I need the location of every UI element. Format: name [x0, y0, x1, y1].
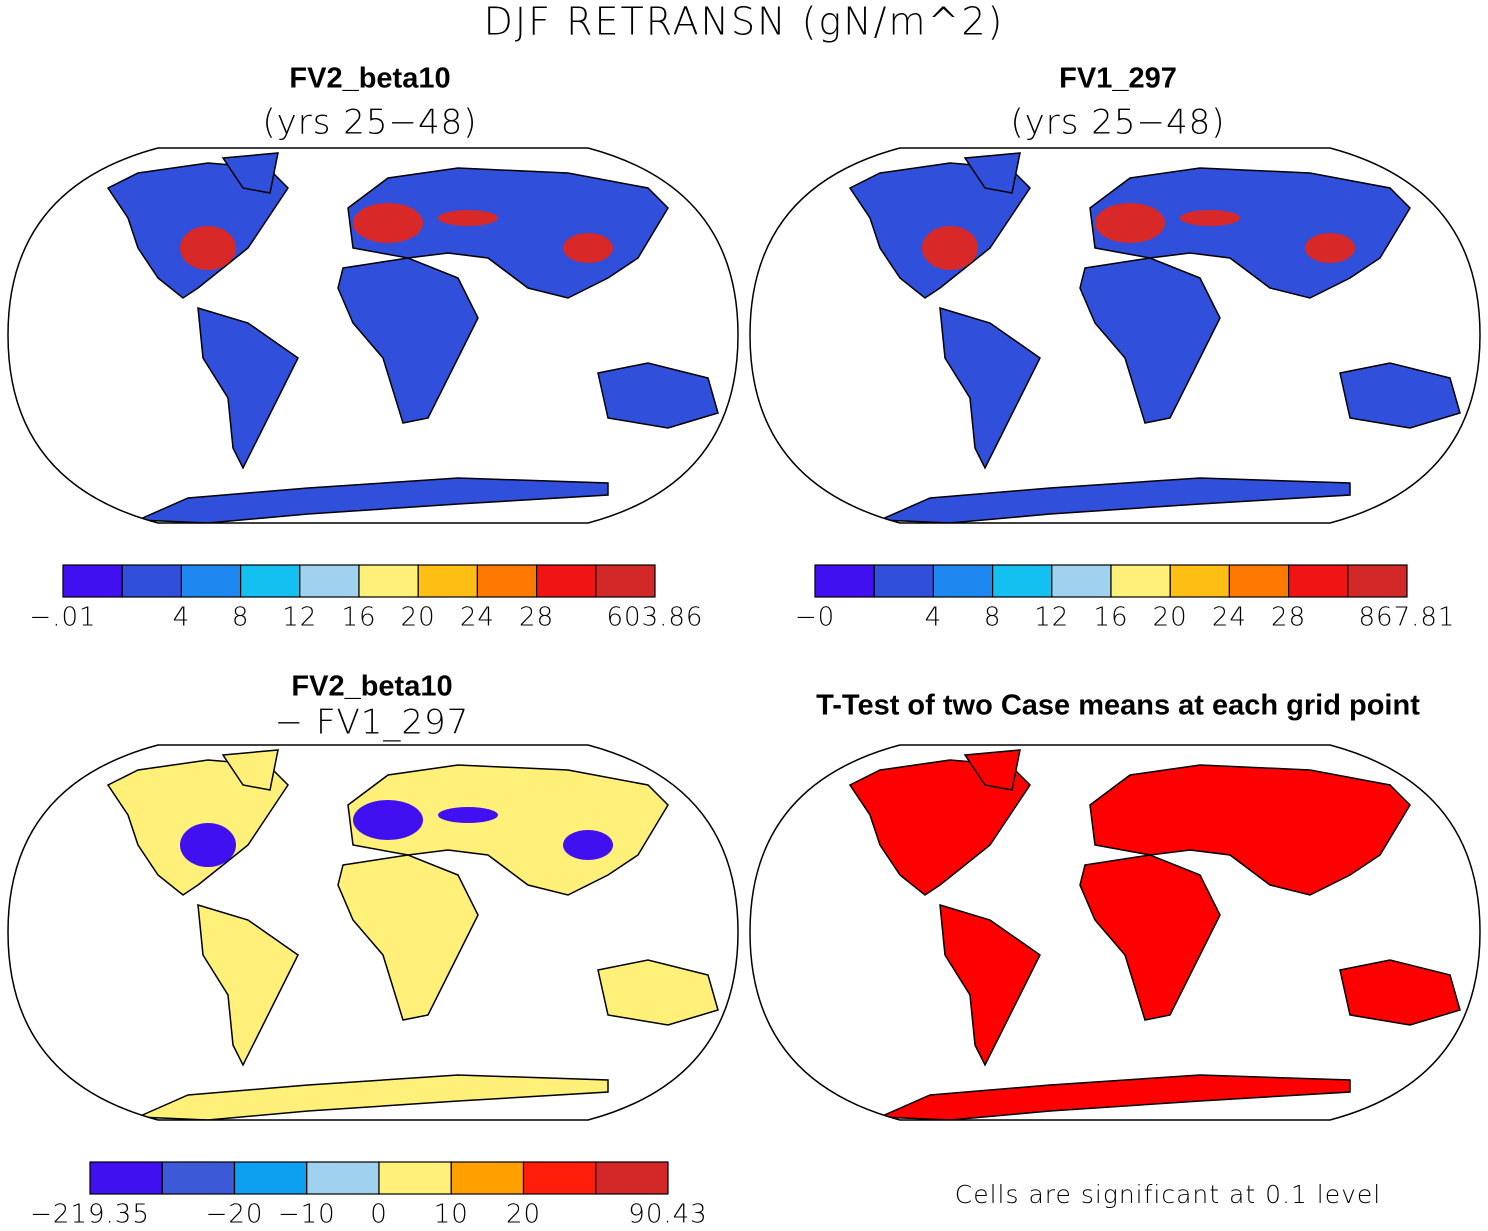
colorbar-swatch [306, 1161, 380, 1195]
map-land [107, 152, 719, 523]
colorbar-label: 4 [173, 603, 191, 633]
colorbar-label: −219.35 [30, 1200, 150, 1228]
colorbar-label: 12 [282, 603, 317, 633]
map-land [849, 749, 1461, 1120]
colorbar-label: 0 [370, 1200, 388, 1228]
colorbar-label: 4 [925, 603, 943, 633]
colorbar-label: 24 [1212, 603, 1247, 633]
colorbar-swatch [233, 1161, 308, 1195]
panel-title: FV2_beta10 [291, 671, 452, 703]
colorbar-label: −10 [278, 1200, 336, 1228]
colorbar-label: 90.43 [628, 1200, 707, 1228]
colorbar-label: 16 [341, 603, 376, 633]
panel-subtitle: − FV1_297 [275, 703, 470, 743]
colorbar-label: −.01 [29, 603, 96, 633]
colorbar-label: 867.81 [1359, 603, 1456, 633]
colorbar-swatch [535, 564, 597, 598]
panel-subtitle: (yrs 25−48) [262, 103, 477, 143]
colorbar-swatch [89, 1161, 163, 1195]
colorbar-swatch [358, 564, 419, 598]
colorbar-label: 8 [232, 603, 250, 633]
colorbar-swatch [161, 1161, 236, 1195]
colorbar-swatch [180, 564, 242, 598]
colorbar-swatch [1228, 564, 1290, 598]
map-outline [749, 147, 1481, 524]
continents [849, 152, 1461, 523]
continents [107, 749, 719, 1120]
colorbar-swatch [476, 564, 538, 598]
colorbar-swatch [62, 564, 123, 598]
colorbar-swatch [595, 564, 656, 598]
colorbar-swatch [873, 564, 935, 598]
colorbar-label: 603.86 [607, 603, 704, 633]
panel-title: FV1_297 [1059, 63, 1177, 95]
colorbar-label: 28 [1271, 603, 1306, 633]
colorbar-swatch [991, 564, 1053, 598]
colorbar-swatch [1169, 564, 1230, 598]
panel-note: Cells are significant at 0.1 level [955, 1180, 1381, 1209]
colorbar-swatch [417, 564, 479, 598]
colorbar-label: 10 [434, 1200, 469, 1228]
map-outline [7, 744, 739, 1121]
colorbar-swatch [378, 1161, 452, 1195]
colorbar-swatch [1110, 564, 1171, 598]
map-land [849, 152, 1461, 523]
colorbar-label: 20 [401, 603, 436, 633]
map [749, 147, 1481, 524]
colorbar-swatch [299, 564, 360, 598]
map [749, 744, 1481, 1121]
colorbar-label: 20 [506, 1200, 541, 1228]
colorbar-label: 28 [519, 603, 554, 633]
colorbar-label: 24 [460, 603, 495, 633]
map [7, 147, 739, 524]
map-outline [749, 744, 1481, 1121]
colorbar-swatch [1287, 564, 1349, 598]
colorbar-label: −20 [206, 1200, 264, 1228]
colorbar-swatch [814, 564, 875, 598]
colorbar-label: −0 [795, 603, 835, 633]
colorbar-label: 8 [984, 603, 1002, 633]
colorbar-swatch [450, 1161, 525, 1195]
map-land [107, 749, 719, 1120]
panel-title: FV2_beta10 [289, 63, 450, 95]
colorbar-label: 16 [1093, 603, 1128, 633]
figure-title: DJF RETRANSN (gN/m^2) [484, 0, 1005, 44]
colorbar-label: 20 [1153, 603, 1188, 633]
colorbar-label: 12 [1034, 603, 1069, 633]
colorbar-swatch [522, 1161, 597, 1195]
colorbar-swatch [1051, 564, 1112, 598]
continents [107, 152, 719, 523]
continents [849, 749, 1461, 1120]
panel-title: T-Test of two Case means at each grid po… [816, 690, 1420, 722]
colorbar-swatch [1347, 564, 1408, 598]
colorbar-swatch [932, 564, 994, 598]
colorbar-swatch [121, 564, 182, 598]
map [7, 744, 739, 1121]
colorbar-swatch [240, 564, 301, 598]
colorbar-swatch [595, 1161, 669, 1195]
map-outline [7, 147, 739, 524]
panel-subtitle: (yrs 25−48) [1010, 103, 1225, 143]
